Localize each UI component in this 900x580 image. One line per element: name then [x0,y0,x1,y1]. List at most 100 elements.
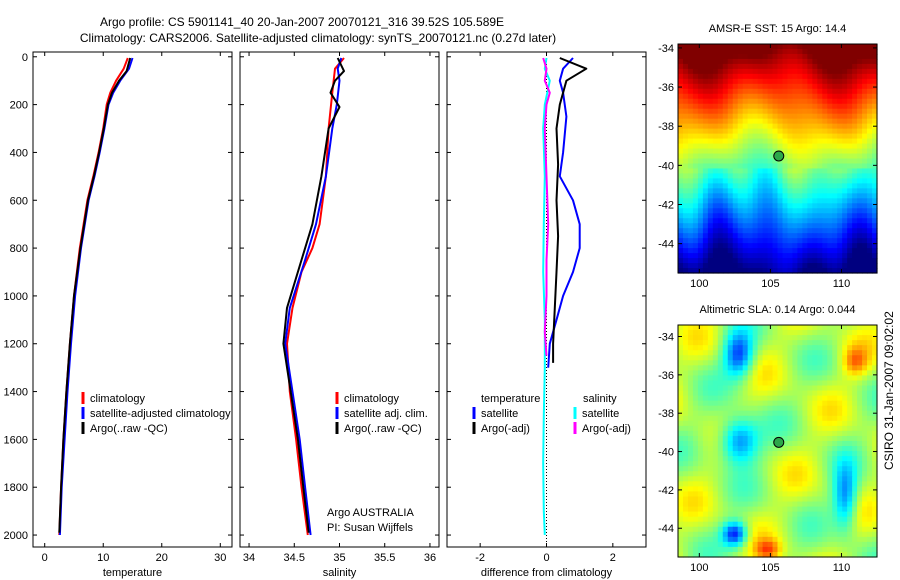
heatmap-cell [802,420,808,427]
heatmap-cell [702,148,709,155]
heatmap-cell [777,541,784,548]
heatmap-cell [742,325,749,331]
heatmap-cell [707,441,714,447]
heatmap-cell [742,355,749,361]
heatmap-cell [872,168,878,175]
heatmap-cell [697,153,704,160]
heatmap-cell [837,551,843,558]
heatmap-cell [822,400,828,407]
heatmap-cell [682,491,689,498]
heatmap-cell [702,193,709,199]
heatmap-cell [752,400,759,407]
heatmap-cell [817,88,823,95]
heatmap-cell [702,123,709,130]
heatmap-cell [812,380,818,387]
heatmap-cell [767,173,774,180]
heatmap-cell [727,218,734,224]
heatmap-cell [862,551,868,558]
heatmap-cell [862,268,868,274]
heatmap-cell [792,118,798,125]
heatmap-cell [678,93,684,100]
heatmap-cell [697,546,704,553]
heatmap-cell [762,58,769,65]
heatmap-cell [707,128,714,135]
heatmap-cell [682,405,689,412]
legend-label: Argo(..raw -QC) [344,423,422,435]
y-tick-label: 400 [10,147,28,159]
heatmap-cell [702,441,709,447]
heatmap-cell [762,380,769,387]
heatmap-cell [787,248,794,254]
heatmap-cell [682,83,689,90]
heatmap-cell [712,415,719,422]
heatmap-cell [757,188,764,194]
heatmap-cell [752,198,759,204]
heatmap-cell [697,486,704,493]
heatmap-cell [852,365,858,371]
heatmap-cell [697,243,704,249]
heatmap-cell [852,541,858,548]
heatmap-cell [777,506,784,513]
heatmap-cell [678,148,684,155]
heatmap-cell [837,58,843,65]
heatmap-cell [767,203,774,209]
heatmap-cell [712,456,719,462]
legend-label: Argo(-adj) [582,423,631,435]
heatmap-cell [782,168,789,175]
heatmap-cell [817,133,823,140]
heatmap-cell [752,218,759,224]
heatmap-cell [697,395,704,402]
heatmap-cell [777,203,784,209]
heatmap-cell [832,521,838,528]
heatmap-cell [767,415,774,422]
heatmap-cell [752,380,759,387]
heatmap-cell [842,360,848,366]
heatmap-cell [837,153,843,160]
heatmap-cell [682,228,689,234]
heatmap-cell [807,365,813,371]
heatmap-cell [707,435,714,442]
heatmap-cell [687,400,694,407]
heatmap-cell [777,501,784,508]
heatmap-cell [772,410,779,417]
heatmap-cell [837,536,843,543]
heatmap-cell [742,263,749,269]
heatmap-cell [747,168,754,175]
heatmap-cell [812,420,818,427]
heatmap-cell [678,228,684,234]
heatmap-cell [697,441,704,447]
heatmap-cell [807,380,813,387]
heatmap-cell [678,163,684,170]
heatmap-cell [792,365,798,371]
heatmap-cell [692,128,699,135]
heatmap-cell [787,173,794,180]
heatmap-cell [852,551,858,558]
heatmap-cell [712,471,719,477]
heatmap-cell [802,370,808,377]
heatmap-cell [837,203,843,209]
heatmap-cell [678,103,684,110]
heatmap-cell [817,430,823,437]
heatmap-cell [872,345,878,351]
heatmap-cell [757,536,764,543]
heatmap-cell [822,506,828,513]
heatmap-cell [832,238,838,244]
heatmap-cell [837,415,843,422]
heatmap-cell [787,58,794,65]
heatmap-cell [712,158,719,165]
heatmap-cell [687,385,694,392]
heatmap-cell [857,390,863,397]
heatmap-cell [727,375,734,382]
heatmap-cell [782,73,789,80]
heatmap-cell [807,506,813,513]
heatmap-cell [722,258,729,264]
heatmap-cell [802,193,808,199]
heatmap-cell [812,178,818,184]
heatmap-cell [707,58,714,65]
heatmap-cell [802,441,808,447]
heatmap-cell [792,521,798,528]
heatmap-cell [678,143,684,150]
heatmap-cell [697,415,704,422]
heatmap-cell [802,541,808,548]
heatmap-cell [737,228,744,234]
